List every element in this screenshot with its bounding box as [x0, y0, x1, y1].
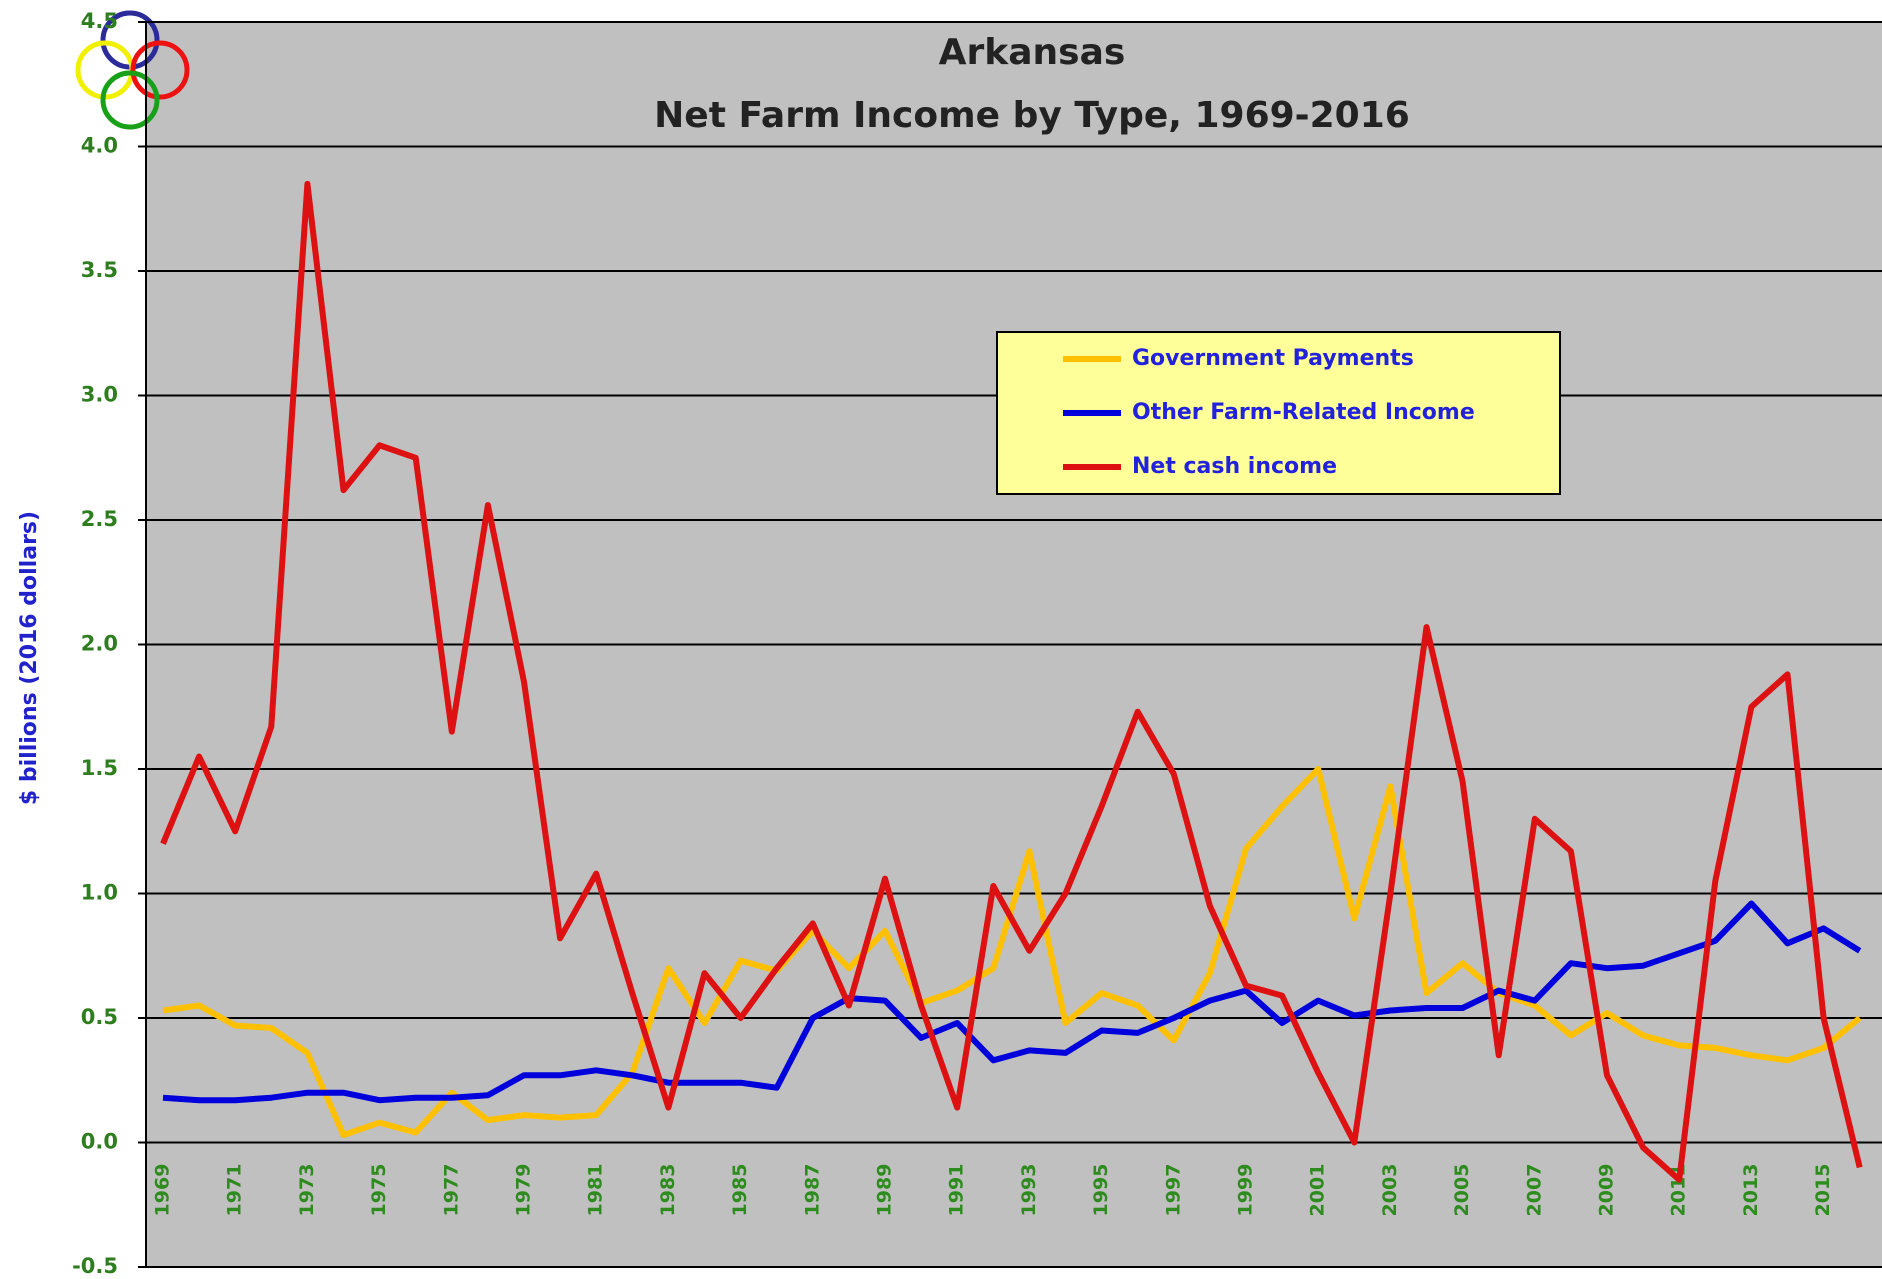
x-tick-label: 1991	[946, 1164, 968, 1217]
x-tick-label: 1979	[513, 1164, 535, 1217]
x-tick-label: 1995	[1090, 1164, 1112, 1217]
x-tick-label: 2001	[1307, 1164, 1329, 1217]
y-tick-label: 4.0	[81, 134, 118, 158]
x-tick-label: 1971	[224, 1164, 246, 1217]
y-tick-label: 1.0	[81, 881, 118, 905]
x-tick-label: 1985	[729, 1164, 751, 1217]
x-tick-label: 1969	[152, 1164, 174, 1217]
series-line	[160, 180, 1863, 1183]
legend: Government Payments Other Farm-Related In…	[996, 331, 1561, 495]
x-tick-label: 2005	[1451, 1164, 1473, 1217]
x-tick-label: 1977	[440, 1164, 462, 1217]
series-line	[162, 900, 1862, 1104]
y-tick-label: 1.5	[81, 756, 118, 780]
legend-label: Other Farm-Related Income	[1132, 400, 1475, 425]
x-tick-label: 2013	[1740, 1164, 1762, 1217]
legend-label: Government Payments	[1132, 346, 1414, 371]
x-tick-label: 1975	[368, 1164, 390, 1217]
x-tick-label: 1987	[801, 1164, 823, 1217]
x-tick-label: 1983	[657, 1164, 679, 1217]
x-tick-label: 1993	[1018, 1164, 1040, 1217]
y-tick-label: 3.5	[81, 258, 118, 282]
legend-label: Net cash income	[1132, 454, 1337, 479]
x-tick-label: 2015	[1812, 1164, 1834, 1217]
x-tick-label: 1973	[296, 1164, 318, 1217]
y-tick-label: -0.5	[72, 1254, 118, 1278]
y-tick-label: 2.5	[81, 507, 118, 531]
x-tick-label: 1981	[585, 1164, 607, 1217]
x-tick-label: 1999	[1235, 1164, 1257, 1217]
x-tick-label: 1989	[874, 1164, 896, 1217]
chart-title: Arkansas	[939, 32, 1126, 73]
y-tick-label: 0.0	[81, 1130, 118, 1154]
x-tick-label: 2007	[1523, 1164, 1545, 1217]
x-tick-label: 2009	[1596, 1164, 1618, 1217]
logo-rings	[75, 10, 190, 130]
y-tick-label: 3.0	[81, 383, 118, 407]
y-tick-label: 4.5	[81, 9, 118, 33]
x-tick-label: 1997	[1162, 1164, 1184, 1217]
y-tick-label: 2.0	[81, 632, 118, 656]
y-tick-label: 0.5	[81, 1005, 118, 1029]
chart-subtitle: Net Farm Income by Type, 1969-2016	[654, 95, 1410, 136]
y-axis-label: $ billions (2016 dollars)	[17, 511, 42, 805]
x-tick-label: 2003	[1379, 1164, 1401, 1217]
